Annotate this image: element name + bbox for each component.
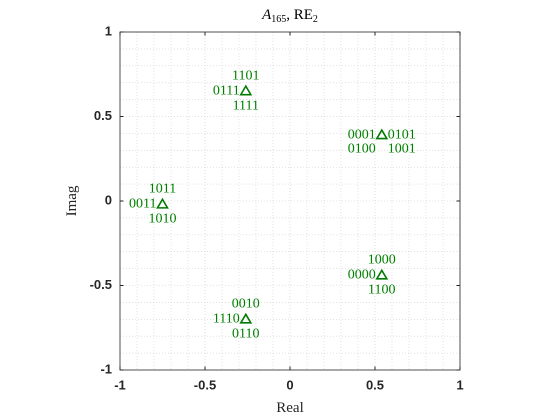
point-label: 1001: [388, 141, 416, 156]
point-label: 1111: [233, 98, 259, 113]
point-label: 0011: [129, 197, 156, 212]
point-label: 1110: [213, 312, 240, 327]
x-tick-label: 1: [456, 377, 463, 392]
point: [375, 128, 389, 140]
x-tick-label: -0.5: [194, 377, 216, 392]
point-label: 1101: [232, 68, 259, 83]
y-tick-label: -0.5: [90, 277, 112, 292]
point-label: 0101: [388, 127, 416, 142]
point: [156, 197, 169, 209]
point: [375, 268, 389, 280]
point-label: 0110: [232, 327, 259, 342]
title-part: 2: [313, 14, 318, 25]
x-tick-label: 0.5: [366, 377, 384, 392]
point-label: 0010: [232, 297, 260, 312]
title-part: , RE: [286, 7, 313, 23]
y-tick-label: 0.5: [94, 108, 112, 123]
y-tick-label: 1: [105, 23, 112, 38]
point-label: 1011: [149, 182, 176, 197]
point-label: 0001: [348, 127, 376, 142]
point-label: 1100: [368, 283, 395, 298]
point-label: 0000: [348, 268, 376, 283]
title-part: 165: [271, 14, 286, 25]
chart-title: A165, RE2: [261, 7, 318, 25]
axes-box: [119, 31, 461, 371]
point: [239, 84, 253, 96]
y-axis-label: Imag: [64, 185, 80, 216]
point: [239, 312, 253, 324]
x-axis-label: Real: [276, 400, 304, 416]
y-tick-label: -1: [100, 361, 112, 376]
y-tick-label: 0: [105, 192, 112, 207]
point-label: 0100: [348, 141, 376, 156]
x-tick-label: -1: [114, 377, 126, 392]
point-label: 0111: [213, 83, 240, 98]
title-part: A: [261, 7, 272, 23]
x-tick-label: 0: [286, 377, 293, 392]
point-label: 1000: [368, 253, 396, 268]
point-label: 1010: [149, 212, 177, 227]
